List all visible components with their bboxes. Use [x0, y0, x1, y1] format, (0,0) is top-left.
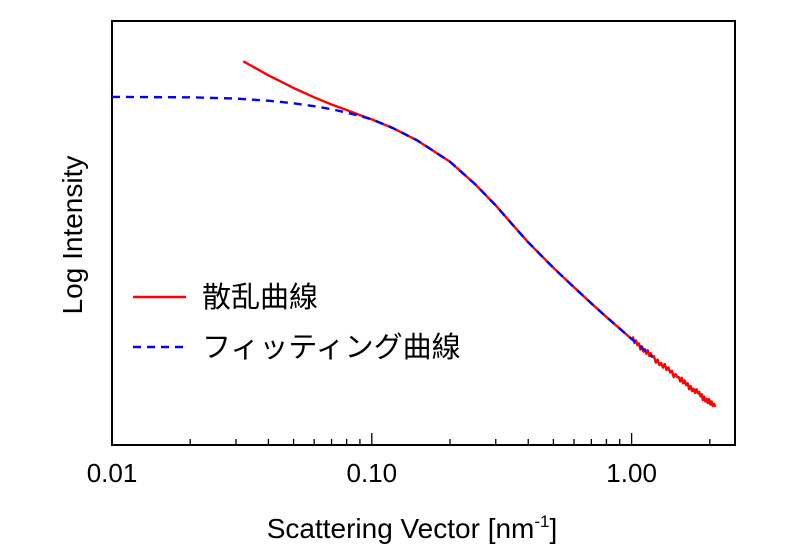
x-tick-label: 0.01	[87, 458, 138, 488]
y-axis-title: Log Intensity	[57, 156, 88, 315]
x-tick-label: 0.10	[347, 458, 398, 488]
x-axis-title-main: Scattering Vector [nm	[267, 513, 535, 544]
x-axis-tick-labels: 0.01 0.10 1.00	[87, 458, 657, 488]
x-axis-title-superscript: -1	[534, 512, 549, 531]
fitting-curve-line	[111, 95, 653, 358]
x-axis-ticks	[111, 433, 711, 445]
x-axis-title-end: ]	[550, 513, 558, 544]
x-tick-label: 1.00	[606, 458, 657, 488]
x-axis-title: Scattering Vector [nm-1]	[267, 512, 558, 544]
legend-label-fitting: フィッティング曲線	[202, 330, 461, 364]
series-layer	[111, 60, 717, 408]
plot-frame	[111, 20, 736, 446]
legend-label-scattering: 散乱曲線	[202, 280, 318, 314]
legend: 散乱曲線 フィッティング曲線	[133, 280, 461, 364]
